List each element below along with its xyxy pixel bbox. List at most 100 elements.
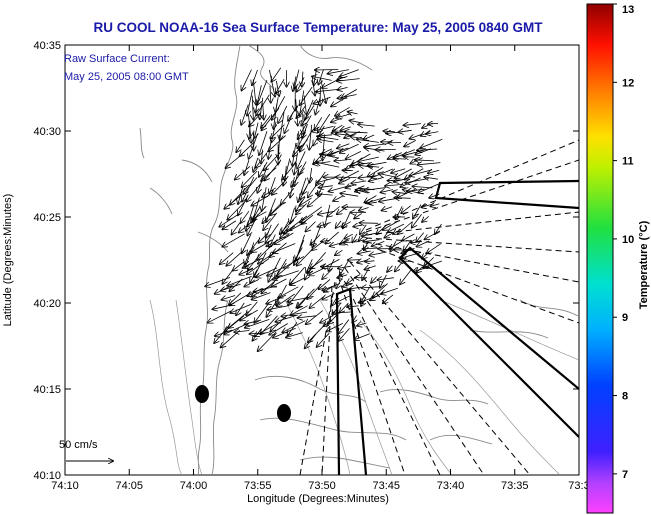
current-vector <box>246 301 258 315</box>
colorbar-label: Temperature (°C) <box>638 220 650 309</box>
current-vector <box>227 201 245 220</box>
current-vector <box>359 176 377 178</box>
scale-label: 50 cm/s <box>59 439 98 451</box>
current-vector <box>245 319 270 327</box>
current-vector <box>388 223 405 232</box>
current-vector <box>342 221 351 227</box>
current-vector <box>316 89 339 91</box>
current-vector <box>339 328 350 341</box>
current-vector <box>319 279 331 289</box>
current-vector <box>299 161 307 175</box>
current-vector <box>227 275 252 286</box>
current-vector <box>362 233 379 236</box>
current-vector <box>402 233 415 241</box>
current-vector <box>338 87 348 89</box>
current-vector <box>334 160 348 161</box>
current-vector <box>310 259 324 268</box>
buoy-marker-west <box>195 385 209 403</box>
buoy-marker-east <box>277 404 291 422</box>
current-vector <box>351 181 367 184</box>
current-vector <box>429 194 440 198</box>
x-tick-label: 74:05 <box>115 480 143 492</box>
current-vector <box>322 293 335 300</box>
current-vector <box>389 239 405 249</box>
current-vector <box>299 197 312 206</box>
current-vector <box>385 184 404 186</box>
current-vector <box>435 223 442 234</box>
x-tick-label: 73:45 <box>372 480 400 492</box>
current-vector <box>286 332 303 338</box>
current-vector <box>266 294 287 304</box>
current-vector <box>252 69 258 85</box>
y-tick-label: 40:20 <box>33 298 61 310</box>
current-vector <box>404 140 416 146</box>
current-vector <box>417 149 438 150</box>
current-vector <box>335 250 343 255</box>
current-vector <box>377 278 394 280</box>
current-vector <box>315 96 321 115</box>
current-vector <box>298 115 312 139</box>
current-vector <box>252 211 267 220</box>
current-vector <box>252 285 271 297</box>
current-vector <box>422 216 429 222</box>
current-vector <box>276 78 285 93</box>
current-vector <box>336 294 352 302</box>
current-vector <box>258 249 279 263</box>
current-vector <box>428 123 439 124</box>
current-vector <box>302 124 308 138</box>
current-vector <box>337 79 360 82</box>
current-vector <box>363 248 378 249</box>
current-vector <box>306 310 324 325</box>
current-vector <box>352 315 356 322</box>
current-vector <box>249 113 261 127</box>
current-vector <box>315 70 339 71</box>
x-tick-label: 73:55 <box>244 480 272 492</box>
current-vector <box>248 252 262 270</box>
current-vector <box>337 143 350 149</box>
current-vector <box>306 221 316 232</box>
temperature-colorbar <box>586 3 614 514</box>
colorbar-tick-label: 10 <box>622 234 634 246</box>
current-vector <box>365 266 376 270</box>
current-vector <box>243 258 262 268</box>
current-vector <box>305 99 314 120</box>
current-vector <box>287 296 314 301</box>
current-vector <box>357 323 367 326</box>
current-vector <box>417 240 430 247</box>
east-track-box <box>434 179 579 210</box>
current-vector <box>299 131 300 150</box>
current-vector <box>297 151 306 168</box>
colorbar-tick-label: 11 <box>622 156 634 168</box>
current-vector <box>309 268 323 275</box>
current-vector <box>431 204 440 207</box>
current-vector <box>267 305 290 310</box>
current-vector <box>413 204 422 219</box>
current-vector <box>232 222 241 234</box>
current-vector <box>294 247 303 262</box>
current-vector <box>314 96 331 104</box>
current-vector <box>268 140 271 159</box>
current-vector <box>387 265 393 272</box>
current-vector <box>228 311 249 328</box>
current-vector <box>317 332 330 347</box>
current-vector <box>295 69 300 88</box>
current-vector <box>357 139 379 142</box>
current-vector <box>273 103 278 129</box>
current-vector <box>346 184 357 188</box>
current-vector <box>401 205 411 214</box>
current-vector <box>222 295 236 300</box>
current-vector <box>403 190 424 195</box>
current-vector <box>226 249 245 266</box>
x-axis-label: Longitude (Degrees:Minutes) <box>247 493 389 505</box>
current-vector <box>271 67 282 82</box>
current-vector <box>268 135 286 152</box>
current-vector <box>303 113 304 135</box>
current-vector <box>399 130 412 132</box>
current-vector <box>402 252 422 258</box>
current-vector <box>296 203 307 214</box>
current-vector <box>383 294 394 303</box>
current-vector <box>301 105 315 126</box>
current-vector <box>257 80 268 104</box>
current-vector <box>370 291 384 300</box>
current-vector <box>241 210 250 223</box>
